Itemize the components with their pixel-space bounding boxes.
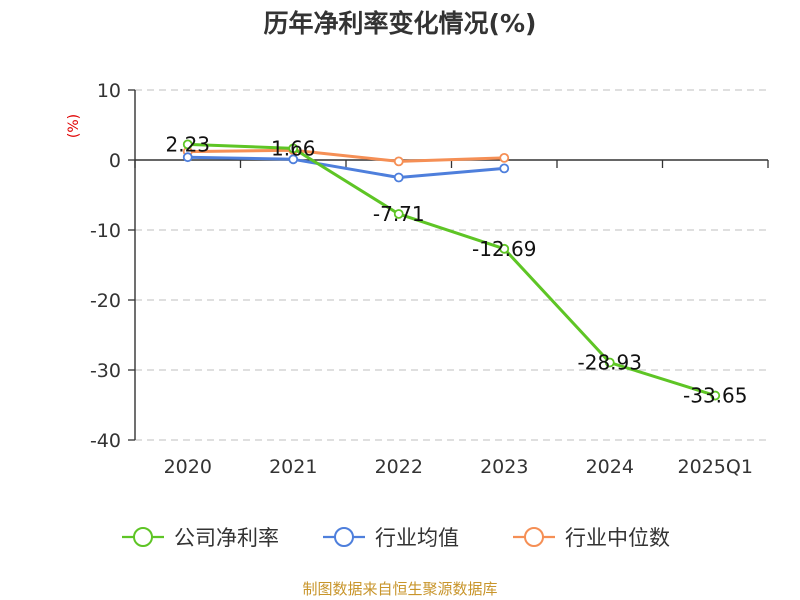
- legend-marker: [524, 527, 544, 547]
- data-point: [393, 156, 404, 167]
- data-point: [288, 143, 299, 154]
- series-line: [187, 155, 505, 179]
- series-line: [187, 142, 716, 397]
- grid-lines: [135, 89, 768, 441]
- data-label: -12.69: [472, 237, 536, 261]
- x-tick-label: 2025Q1: [678, 456, 753, 478]
- x-tick-label: 2022: [375, 456, 423, 478]
- legend-marker: [334, 527, 354, 547]
- x-tick-label: 2024: [586, 456, 634, 478]
- chart-title: 历年净利率变化情况(%): [264, 9, 537, 38]
- y-tick-label: -40: [90, 430, 121, 452]
- data-point: [182, 152, 193, 163]
- data-point: [499, 243, 510, 254]
- axes: 10 0 -10 -20 -30 -40 2020 2021 2022 2023 2024 2025Q…: [90, 80, 769, 478]
- data-point: [393, 209, 404, 219]
- data-point: [499, 152, 510, 163]
- data-label: 2.23: [165, 132, 210, 156]
- x-tick-label: 2023: [480, 456, 528, 478]
- data-label: -28.93: [578, 351, 642, 375]
- data-label: -7.71: [373, 202, 425, 226]
- series-lines: [182, 139, 721, 401]
- legend-label: 行业均值: [375, 526, 459, 550]
- series-line: [187, 148, 505, 163]
- data-point: [499, 163, 510, 174]
- data-point: [710, 390, 721, 401]
- y-axis-unit: (%): [66, 114, 82, 138]
- x-tick-label: 2021: [269, 456, 317, 478]
- data-point: [604, 357, 615, 368]
- y-tick-label: 0: [109, 150, 121, 172]
- data-labels: 2.23 1.66 -7.71 -12.69 -28.93 -33.65: [165, 132, 747, 407]
- y-tick-label: -30: [90, 360, 121, 382]
- legend-item: 行业均值: [323, 526, 459, 550]
- y-tick-label: 10: [97, 80, 121, 102]
- data-point: [393, 172, 404, 183]
- legend-label: 公司净利率: [174, 526, 279, 550]
- x-tick-label: 2020: [164, 456, 212, 478]
- data-label: -33.65: [683, 384, 747, 408]
- legend-marker: [133, 527, 153, 547]
- y-tick-label: -20: [90, 290, 121, 312]
- legend-label: 行业中位数: [565, 526, 670, 550]
- data-point: [288, 154, 299, 165]
- source-footer: 制图数据来自恒生聚源数据库: [302, 580, 497, 598]
- y-tick-label: -10: [90, 220, 121, 242]
- data-label: 1.66: [271, 136, 316, 160]
- data-point: [182, 139, 193, 150]
- legend: 公司净利率 行业均值 行业中位数: [122, 526, 670, 550]
- legend-item: 公司净利率: [122, 526, 279, 550]
- legend-item: 行业中位数: [513, 526, 670, 550]
